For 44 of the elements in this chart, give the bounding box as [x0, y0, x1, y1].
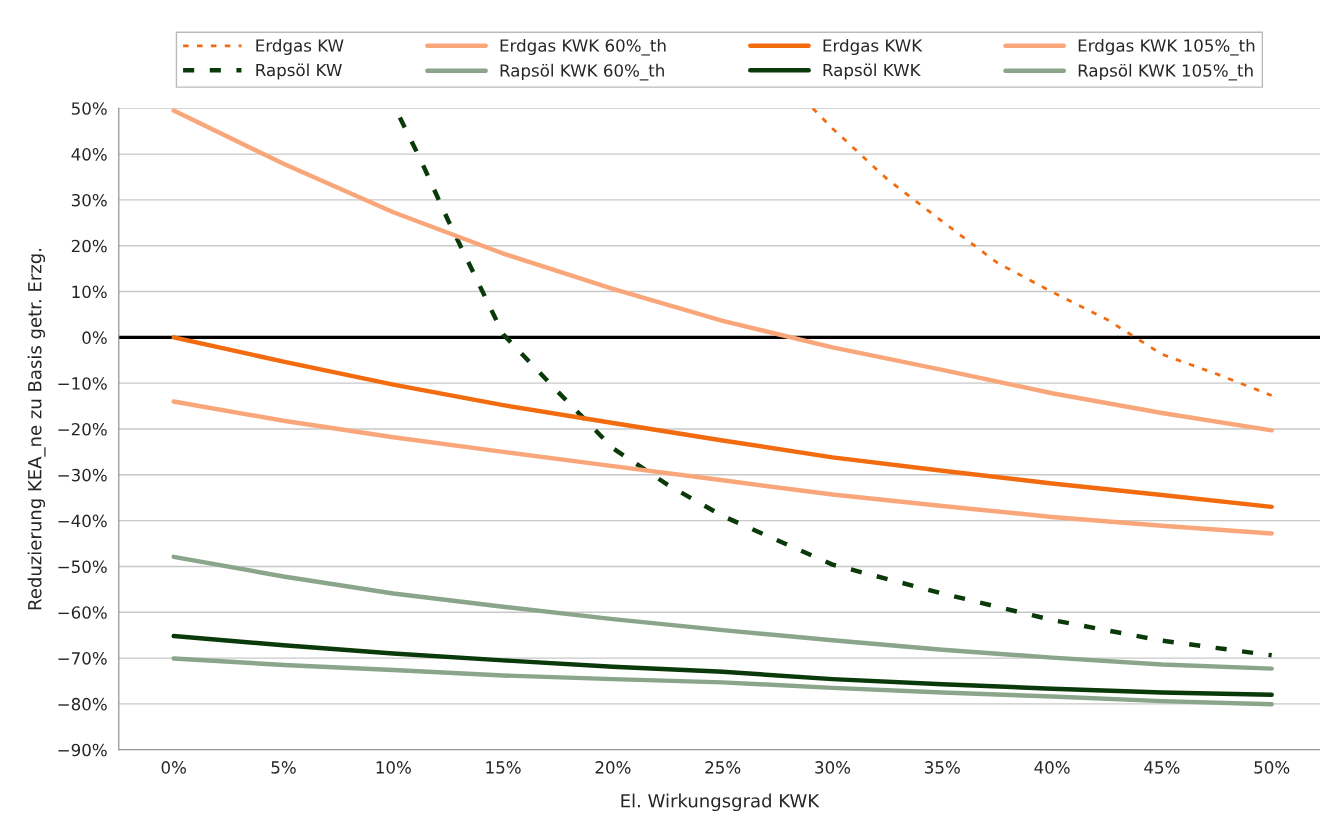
- y-tick-label: 40%: [71, 148, 107, 161]
- x-axis-title: El. Wirkungsgrad KWK: [621, 793, 820, 812]
- legend-label: Rapsöl KWK: [823, 63, 921, 80]
- x-tick-label: 50%: [1254, 761, 1290, 774]
- legend-label: Erdgas KWK 105%_th: [1078, 38, 1255, 56]
- y-tick-label: −10%: [58, 377, 107, 390]
- line-series: [811, 108, 1274, 397]
- y-tick-label: −70%: [58, 652, 107, 665]
- line-series: [171, 633, 1274, 697]
- legend-label: Erdgas KW: [256, 38, 344, 56]
- x-tick-label: 15%: [486, 761, 521, 774]
- x-tick-label: 30%: [815, 761, 851, 774]
- y-tick-label: −20%: [58, 422, 107, 436]
- y-tick-label: −90%: [58, 743, 107, 757]
- y-tick-label: −30%: [58, 468, 107, 482]
- y-tick-label: −40%: [58, 514, 107, 528]
- x-tick-label: 0%: [161, 761, 186, 774]
- x-tick-label: 45%: [1144, 761, 1180, 774]
- line-series: [397, 115, 1274, 658]
- y-tick-label: −60%: [58, 606, 107, 619]
- line-series: [171, 656, 1274, 707]
- y-tick-label: 20%: [71, 239, 107, 253]
- x-tick-label: 5%: [271, 761, 296, 774]
- legend-label: Rapsöl KWK 60%_th: [500, 63, 664, 81]
- y-tick-label: 10%: [72, 285, 107, 299]
- y-axis-title: Reduzierung KEA_ne zu Basis getr. Erzg.: [27, 249, 46, 610]
- y-tick-label: 0%: [82, 331, 107, 344]
- x-tick-label: 35%: [925, 761, 960, 774]
- x-tick-label: 20%: [595, 761, 631, 774]
- legend-label: Erdgas KWK 60%_th: [500, 38, 666, 56]
- line-series: [171, 108, 1274, 433]
- legend-label: Rapsöl KW: [256, 63, 342, 80]
- y-tick-label: 50%: [71, 102, 107, 115]
- line-series: [171, 399, 1274, 536]
- y-tick-label: −50%: [58, 560, 107, 574]
- x-tick-label: 40%: [1034, 761, 1070, 774]
- legend-label: Erdgas KWK: [823, 38, 923, 56]
- line-series: [171, 554, 1274, 671]
- line-series: [171, 335, 1274, 510]
- legend-label: Rapsöl KWK 105%_th: [1078, 63, 1253, 81]
- x-tick-label: 10%: [376, 761, 411, 774]
- y-tick-label: −80%: [58, 697, 107, 711]
- x-tick-label: 25%: [705, 761, 741, 774]
- y-tick-label: 30%: [71, 193, 107, 207]
